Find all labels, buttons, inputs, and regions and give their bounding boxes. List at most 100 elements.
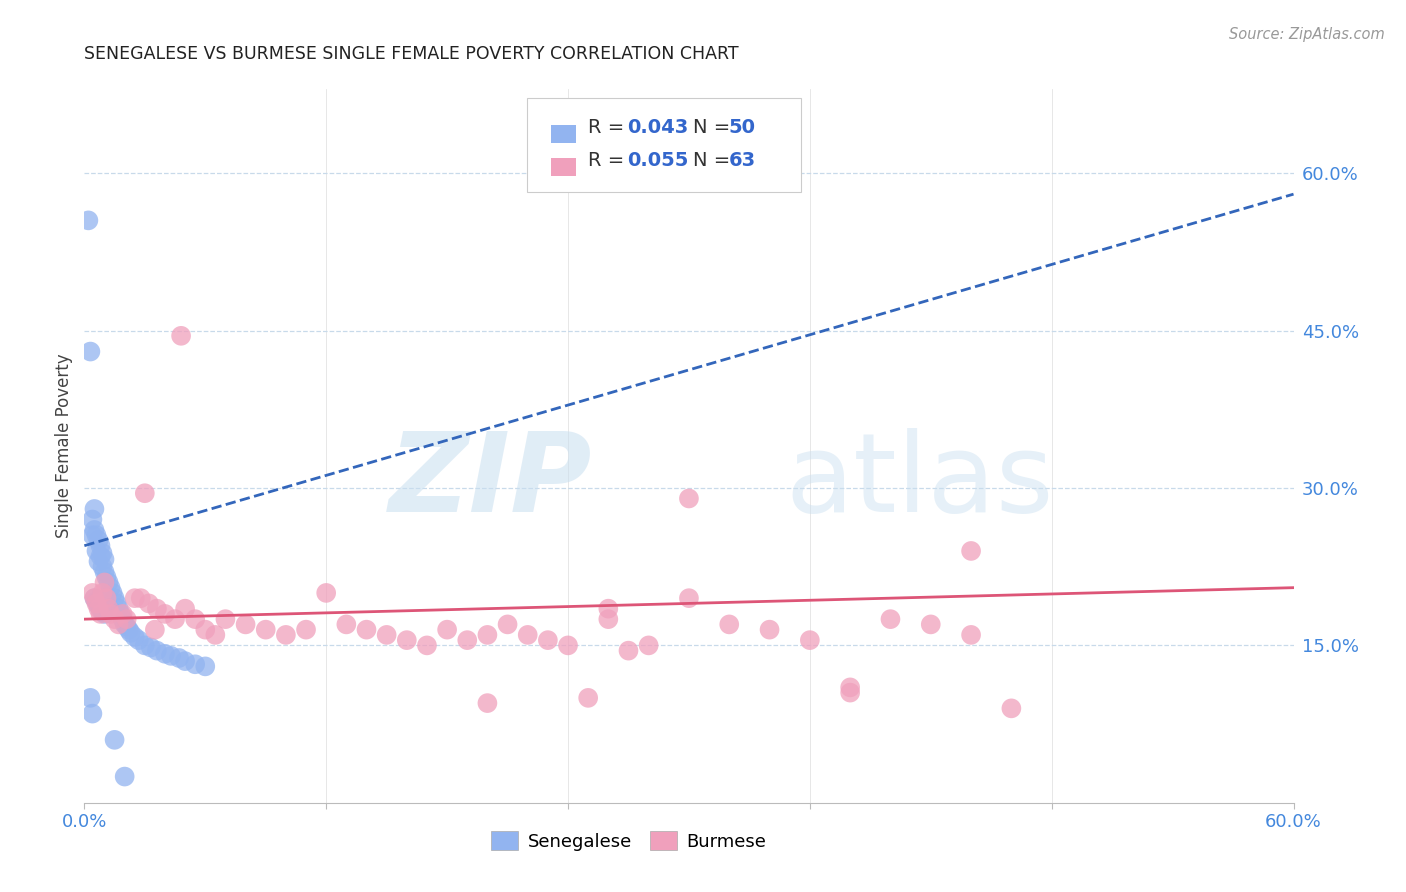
Point	[598, 601, 620, 615]
Point	[174, 654, 197, 668]
Point	[91, 605, 114, 619]
Point	[107, 601, 129, 615]
Point	[124, 630, 146, 644]
Point	[91, 559, 114, 574]
Point	[93, 565, 115, 579]
Text: 63: 63	[728, 151, 755, 170]
Point	[134, 639, 156, 653]
Point	[436, 623, 458, 637]
Point	[637, 639, 659, 653]
Point	[104, 591, 127, 606]
Point	[416, 639, 439, 653]
Point	[235, 617, 257, 632]
Text: 50: 50	[728, 118, 755, 137]
Point	[82, 586, 104, 600]
Point	[86, 528, 108, 542]
Point	[87, 554, 110, 568]
Point	[86, 544, 108, 558]
Point	[91, 546, 114, 560]
Point	[214, 612, 236, 626]
Point	[139, 640, 162, 655]
Point	[678, 491, 700, 506]
Point	[516, 628, 538, 642]
Point	[718, 617, 741, 632]
Point	[456, 633, 478, 648]
Point	[295, 623, 318, 637]
Point	[111, 612, 134, 626]
Point	[477, 628, 499, 642]
Text: ZIP: ZIP	[388, 428, 592, 535]
Point	[598, 612, 620, 626]
Text: Source: ZipAtlas.com: Source: ZipAtlas.com	[1229, 27, 1385, 42]
Point	[118, 623, 141, 637]
Point	[86, 594, 108, 608]
Point	[101, 586, 124, 600]
Point	[128, 633, 150, 648]
Point	[184, 612, 207, 626]
Point	[356, 623, 378, 637]
Point	[97, 575, 120, 590]
Point	[89, 549, 111, 564]
Point	[153, 647, 176, 661]
Text: N =: N =	[693, 118, 737, 137]
Point	[93, 552, 115, 566]
Point	[83, 591, 105, 606]
Point	[114, 770, 136, 784]
Point	[167, 651, 190, 665]
Point	[477, 696, 499, 710]
Point	[104, 732, 127, 747]
Text: R =: R =	[588, 151, 630, 170]
Point	[194, 623, 217, 637]
Text: 0.043: 0.043	[627, 118, 689, 137]
Point	[89, 539, 111, 553]
Legend: Senegalese, Burmese: Senegalese, Burmese	[484, 824, 773, 858]
Point	[93, 607, 115, 621]
Point	[1000, 701, 1022, 715]
Point	[82, 706, 104, 721]
Point	[93, 575, 115, 590]
Point	[194, 659, 217, 673]
Y-axis label: Single Female Poverty: Single Female Poverty	[55, 354, 73, 538]
Text: SENEGALESE VS BURMESE SINGLE FEMALE POVERTY CORRELATION CHART: SENEGALESE VS BURMESE SINGLE FEMALE POVE…	[84, 45, 740, 62]
Point	[115, 612, 138, 626]
Point	[114, 617, 136, 632]
Point	[97, 601, 120, 615]
Point	[120, 625, 142, 640]
Point	[170, 328, 193, 343]
Point	[557, 639, 579, 653]
Point	[124, 591, 146, 606]
Point	[960, 544, 983, 558]
Point	[537, 633, 560, 648]
Point	[115, 619, 138, 633]
Point	[678, 591, 700, 606]
Text: R =: R =	[588, 118, 630, 137]
Point	[79, 690, 101, 705]
Text: N =: N =	[693, 151, 737, 170]
Point	[79, 344, 101, 359]
Point	[758, 623, 780, 637]
Point	[134, 486, 156, 500]
Point	[204, 628, 226, 642]
Point	[82, 528, 104, 542]
Point	[839, 681, 862, 695]
Point	[89, 601, 111, 615]
Point	[96, 591, 118, 606]
Point	[153, 607, 176, 621]
Point	[107, 617, 129, 632]
Point	[83, 591, 105, 606]
Point	[799, 633, 821, 648]
Point	[496, 617, 519, 632]
Point	[86, 596, 108, 610]
Point	[315, 586, 337, 600]
Point	[375, 628, 398, 642]
Text: 0.055: 0.055	[627, 151, 689, 170]
Point	[146, 601, 169, 615]
Point	[274, 628, 297, 642]
Text: atlas: atlas	[786, 428, 1054, 535]
Point	[100, 607, 122, 621]
Point	[100, 581, 122, 595]
Point	[111, 607, 134, 621]
Point	[146, 643, 169, 657]
Point	[576, 690, 599, 705]
Point	[617, 643, 640, 657]
